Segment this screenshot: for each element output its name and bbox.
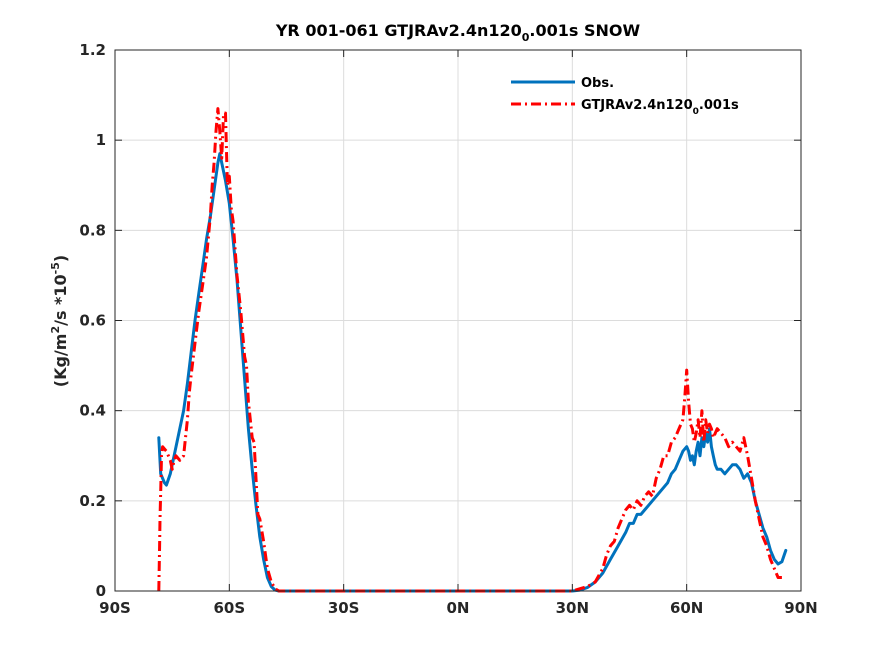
y-tick-label: 1.2 xyxy=(79,41,106,59)
x-tick-label: 90N xyxy=(784,599,817,617)
x-tick-label: 30S xyxy=(328,599,360,617)
legend-label-model: GTJRAv2.4n1200.001s xyxy=(581,98,739,117)
chart-title: YR 001-061 GTJRAv2.4n1200.001s SNOW xyxy=(275,21,641,44)
y-tick-label: 0.2 xyxy=(79,492,106,510)
series-layer xyxy=(157,107,788,593)
legend: Obs. GTJRAv2.4n1200.001s xyxy=(511,76,739,117)
y-tick-label: 0.8 xyxy=(79,221,106,239)
series-line-model xyxy=(157,107,782,593)
y-tick-label: 0 xyxy=(96,582,106,600)
y-tick-label: 0.4 xyxy=(79,402,106,420)
tick-marks xyxy=(114,49,802,592)
y-tick-label: 1 xyxy=(96,131,106,149)
x-tick-label: 0N xyxy=(447,599,470,617)
grid-lines xyxy=(115,50,801,591)
x-tick-label: 60S xyxy=(213,599,245,617)
x-tick-label: 90S xyxy=(99,599,131,617)
y-tick-labels: 0 0.2 0.4 0.6 0.8 1 1.2 xyxy=(79,41,106,600)
y-axis-label: (Kg/m2/s *10-5) xyxy=(49,255,70,387)
legend-label-obs: Obs. xyxy=(581,76,614,91)
x-tick-label: 60N xyxy=(670,599,703,617)
x-tick-labels: 90S 60S 30S 0N 30N 60N 90N xyxy=(99,599,818,617)
y-tick-label: 0.6 xyxy=(79,312,106,330)
x-tick-label: 30N xyxy=(556,599,589,617)
series-line-obs xyxy=(157,152,788,593)
